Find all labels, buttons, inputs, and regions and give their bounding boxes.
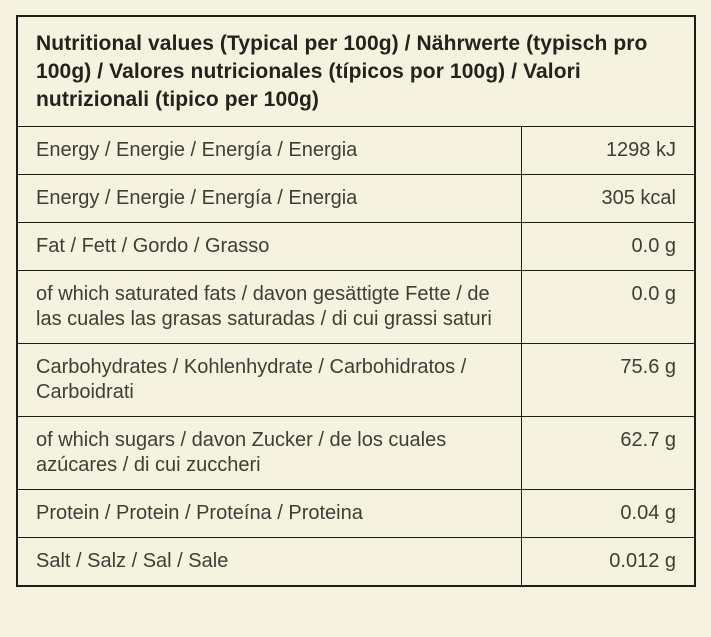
- nutrient-label: Energy / Energie / Energía / Energia: [18, 175, 522, 222]
- table-header: Nutritional values (Typical per 100g) / …: [36, 32, 648, 111]
- table-row: Protein / Protein / Proteína / Proteina …: [18, 489, 694, 537]
- nutrient-label: of which saturated fats / davon gesättig…: [18, 271, 522, 343]
- nutrient-value: 0.012 g: [609, 550, 676, 572]
- table-row: of which saturated fats / davon gesättig…: [18, 270, 694, 343]
- nutrient-label: Energy / Energie / Energía / Energia: [18, 127, 522, 174]
- table-row: Carbohydrates / Kohlenhydrate / Carbohid…: [18, 343, 694, 416]
- nutrient-label: Fat / Fett / Gordo / Grasso: [18, 223, 522, 270]
- table-row: Energy / Energie / Energía / Energia 129…: [18, 126, 694, 174]
- nutrient-value: 0.0 g: [631, 283, 676, 305]
- table-row: of which sugars / davon Zucker / de los …: [18, 416, 694, 489]
- table-row: Energy / Energie / Energía / Energia 305…: [18, 174, 694, 222]
- nutrient-value: 305 kcal: [601, 187, 677, 209]
- nutrient-value: 62.7 g: [620, 429, 676, 451]
- nutrient-value: 0.04 g: [620, 502, 676, 524]
- nutrient-label: Salt / Salz / Sal / Sale: [18, 538, 522, 585]
- nutrient-value: 0.0 g: [631, 235, 676, 257]
- table-row: Fat / Fett / Gordo / Grasso 0.0 g: [18, 222, 694, 270]
- nutrition-table: Nutritional values (Typical per 100g) / …: [16, 15, 696, 587]
- nutrient-label: of which sugars / davon Zucker / de los …: [18, 417, 522, 489]
- nutrient-label: Protein / Protein / Proteína / Proteina: [18, 490, 522, 537]
- table-row: Salt / Salz / Sal / Sale 0.012 g: [18, 537, 694, 585]
- nutrient-value: 75.6 g: [620, 356, 676, 378]
- nutrient-value: 1298 kJ: [605, 139, 676, 161]
- nutrient-label: Carbohydrates / Kohlenhydrate / Carbohid…: [18, 344, 522, 416]
